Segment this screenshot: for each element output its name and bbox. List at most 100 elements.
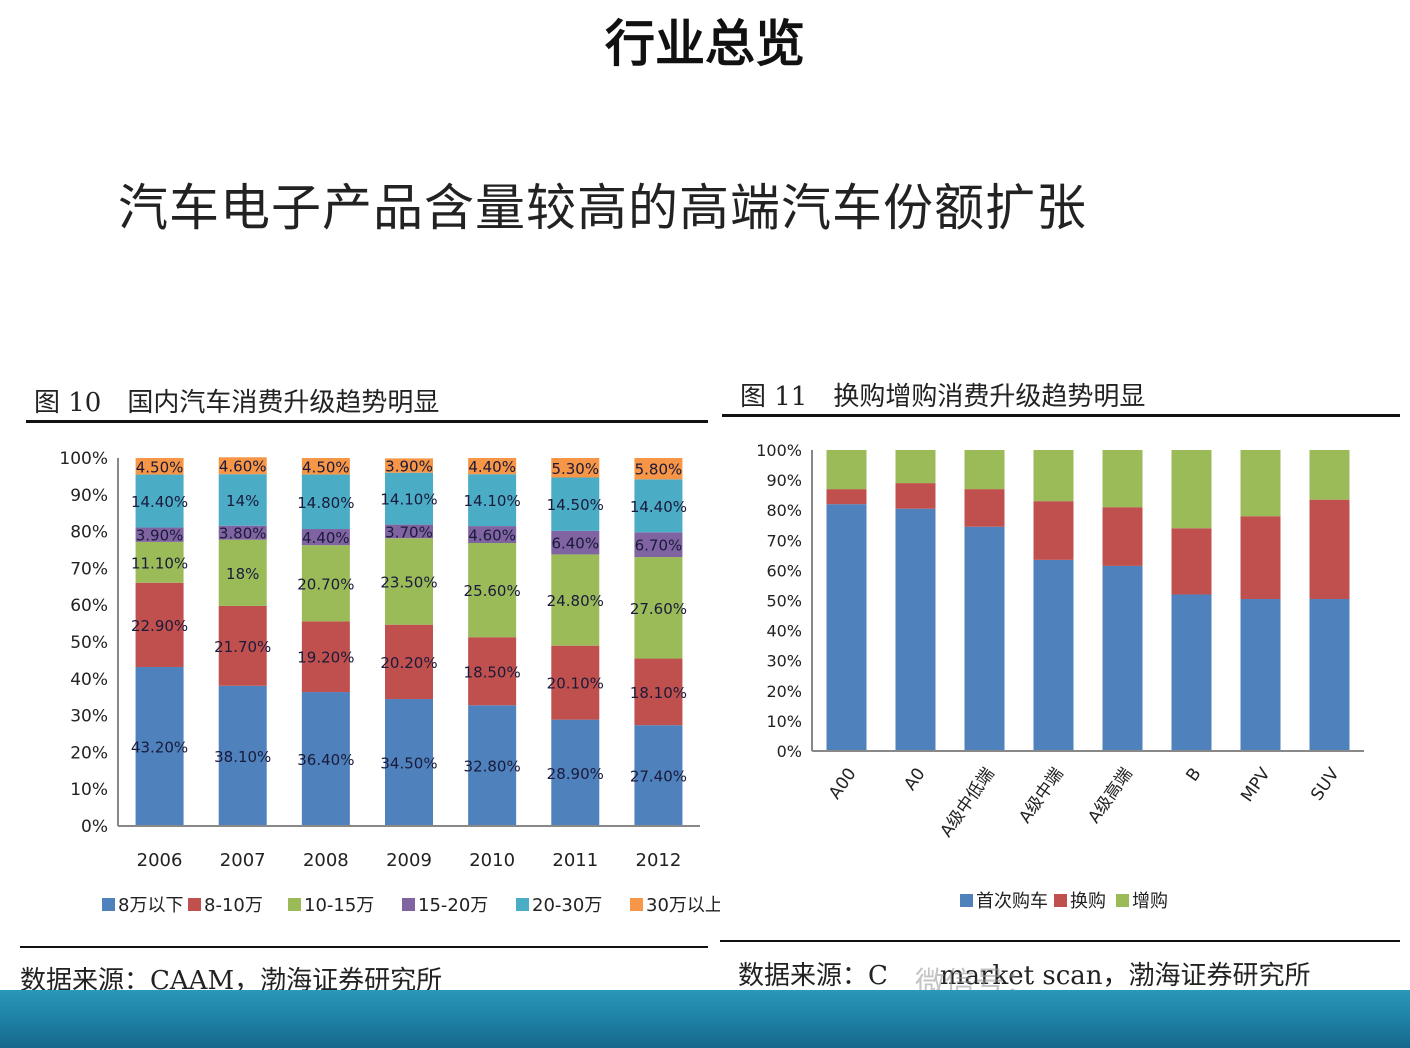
x-tick-label: A0: [900, 764, 929, 794]
data-label: 19.20%: [297, 649, 354, 667]
bar-segment: [634, 458, 683, 480]
figure-10-bottom-rule: [20, 946, 708, 948]
y-tick-label: 80%: [70, 523, 108, 543]
x-tick-label: MPV: [1237, 764, 1275, 806]
bar-segment: [468, 526, 517, 544]
bar-segment: [634, 532, 683, 557]
bar-segment: [826, 450, 867, 490]
y-tick-label: 20%: [70, 743, 108, 763]
y-tick-label: 40%: [70, 670, 108, 690]
legend-swatch: [402, 898, 415, 911]
legend-swatch: [630, 898, 643, 911]
bar-segment: [385, 524, 433, 539]
data-label: 4.50%: [302, 458, 350, 476]
data-label: 27.60%: [630, 600, 687, 618]
data-label: 5.30%: [551, 460, 599, 478]
data-label: 6.40%: [551, 535, 599, 553]
x-tick-label: A级高端: [1084, 764, 1136, 827]
figure-10-label: 图 10 国内汽车消费升级趋势明显: [34, 388, 440, 418]
bar-segment: [1171, 450, 1212, 529]
bar-segment: [551, 530, 600, 555]
bar-segment: [1240, 450, 1281, 517]
bar-segment: [1102, 450, 1143, 508]
bar-segment: [135, 582, 184, 668]
bar-segment: [634, 725, 683, 826]
data-label: 4.40%: [468, 458, 516, 476]
bar-segment: [964, 450, 1005, 490]
data-label: 4.60%: [219, 458, 267, 476]
y-tick-label: 50%: [766, 592, 802, 611]
y-tick-label: 40%: [766, 622, 802, 641]
bar-segment: [218, 525, 267, 540]
x-tick-label: B: [1183, 764, 1206, 785]
y-tick-label: 30%: [766, 652, 802, 671]
legend-label: 15-20万: [418, 895, 488, 916]
x-tick-label: A00: [825, 764, 860, 803]
legend-label: 换购: [1070, 891, 1106, 912]
y-tick-label: 0%: [81, 817, 108, 837]
bar-segment: [895, 450, 936, 484]
bar-segment: [385, 472, 433, 525]
bar-segment: [301, 458, 350, 475]
bar-segment: [826, 489, 867, 505]
data-label: 14.40%: [131, 493, 188, 511]
bar-segment: [551, 645, 600, 720]
data-label: 3.90%: [136, 527, 184, 545]
y-tick-label: 70%: [766, 531, 802, 550]
data-label: 4.60%: [468, 527, 516, 545]
y-tick-label: 10%: [70, 780, 108, 800]
data-label: 3.80%: [219, 525, 267, 543]
y-tick-label: 60%: [70, 596, 108, 616]
y-tick-label: 20%: [766, 682, 802, 701]
legend-swatch: [1116, 894, 1129, 907]
bar-segment: [301, 529, 350, 546]
headline: 汽车电子产品含量较高的高端汽车份额扩张: [118, 179, 1087, 237]
data-label: 3.90%: [385, 458, 433, 476]
bar-segment: [218, 457, 267, 475]
y-tick-label: 30%: [70, 707, 108, 727]
legend-label: 8万以下: [118, 895, 183, 916]
data-label: 3.70%: [385, 523, 433, 541]
bar-segment: [218, 474, 267, 526]
bar-segment: [135, 667, 184, 826]
legend-swatch: [288, 898, 301, 911]
bar-segment: [218, 605, 267, 686]
x-tick-label: 2011: [552, 850, 598, 871]
data-label: 14.80%: [297, 494, 354, 512]
y-tick-label: 90%: [70, 486, 108, 506]
bar-segment: [468, 705, 517, 826]
figure-11-top-rule: [722, 414, 1400, 417]
data-label: 24.80%: [547, 592, 604, 610]
data-label: 43.20%: [131, 739, 188, 757]
data-label: 23.50%: [380, 573, 437, 591]
y-tick-label: 50%: [70, 633, 108, 653]
data-label: 6.70%: [635, 537, 683, 555]
data-label: 20.10%: [547, 675, 604, 693]
bar-segment: [634, 479, 683, 533]
x-tick-label: A级中低端: [937, 764, 999, 841]
bar-segment: [551, 719, 600, 826]
x-tick-label: 2006: [137, 850, 183, 871]
bar-segment: [1102, 565, 1143, 751]
bar-segment: [551, 458, 600, 478]
bar-segment: [1309, 598, 1350, 751]
legend-label: 30万以上: [646, 895, 720, 916]
bar-segment: [468, 474, 517, 527]
x-tick-label: SUV: [1307, 764, 1344, 804]
legend-label: 10-15万: [304, 895, 374, 916]
x-tick-label: A级中端: [1015, 764, 1067, 827]
bar-segment: [135, 458, 184, 475]
bar-segment: [1033, 450, 1074, 502]
x-tick-label: 2012: [636, 850, 682, 871]
legend-swatch: [102, 898, 115, 911]
bar-segment: [964, 526, 1005, 751]
data-label: 4.40%: [302, 529, 350, 547]
y-tick-label: 100%: [59, 449, 108, 469]
bar-segment: [385, 699, 433, 826]
data-label: 32.80%: [464, 758, 521, 776]
data-label: 25.60%: [464, 582, 521, 600]
bottom-band: [0, 990, 1410, 1048]
legend-swatch: [516, 898, 529, 911]
bar-segment: [385, 538, 433, 625]
data-label: 20.20%: [380, 654, 437, 672]
